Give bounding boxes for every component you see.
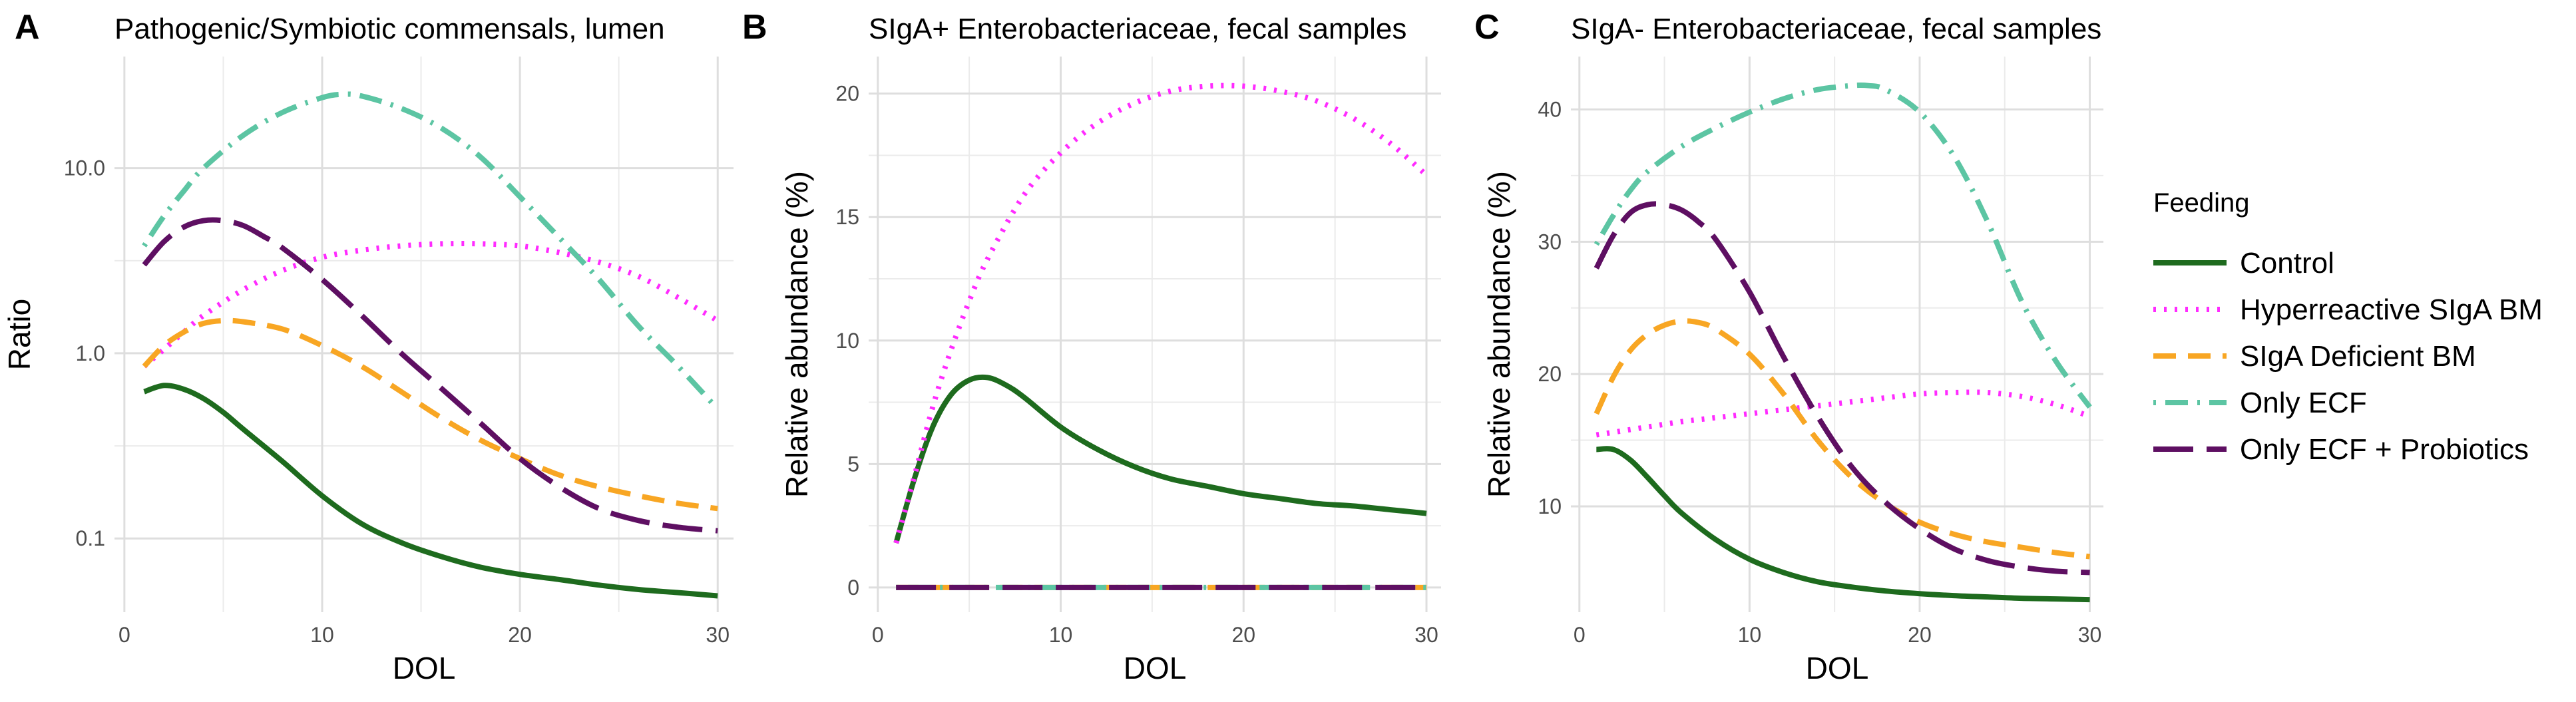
x-axis-title: DOL <box>1806 651 1869 685</box>
panel-letter: A <box>15 8 40 47</box>
x-tick-label: 0 <box>872 623 884 647</box>
series-line <box>142 217 718 534</box>
x-axis-title: DOL <box>393 651 456 685</box>
legend-label: SIgA Deficient BM <box>2240 340 2476 373</box>
y-tick-label: 15 <box>835 205 859 229</box>
panel-c: C SIgA- Enterobacteriaceae, fecal samples… <box>1474 8 2103 685</box>
y-tick-label: 30 <box>1538 230 1562 254</box>
x-tick-label: 30 <box>2078 623 2102 647</box>
series-line <box>142 317 718 512</box>
series-line <box>1596 446 2090 603</box>
y-tick-label: 0.1 <box>76 526 105 550</box>
panel-title: SIgA- Enterobacteriaceae, fecal samples <box>1571 13 2101 45</box>
series-line <box>1596 389 2091 438</box>
panel-b: B SIgA+ Enterobacteriaceae, fecal samples… <box>742 8 1441 685</box>
y-axis-title: Relative abundance (%) <box>1482 171 1516 498</box>
series-line <box>142 91 720 411</box>
y-tick-label: 20 <box>1538 362 1562 386</box>
legend-label: Hyperreactive SIgA BM <box>2240 293 2543 326</box>
x-axis-title: DOL <box>1124 651 1187 685</box>
series-line <box>142 241 720 369</box>
panel-a: A Pathogenic/Symbiotic commensals, lumen 0… <box>2 8 734 685</box>
y-tick-label: 10 <box>835 329 859 353</box>
panel-letter: B <box>742 8 767 47</box>
legend-title: Feeding <box>2153 188 2250 218</box>
x-tick-label: 10 <box>1738 623 1762 647</box>
x-tick-label: 0 <box>1574 623 1586 647</box>
y-tick-label: 40 <box>1538 98 1562 122</box>
series-line <box>1594 82 2092 409</box>
y-axis-title: Ratio <box>2 299 37 370</box>
panel-title: Pathogenic/Symbiotic commensals, lumen <box>114 13 665 45</box>
y-tick-label: 10.0 <box>64 156 105 180</box>
y-tick-label: 1.0 <box>76 341 105 365</box>
legend-label: Control <box>2240 247 2334 279</box>
series-line <box>1594 201 2090 576</box>
legend: Feeding Control Hyperreactive SIgA BM SIgA … <box>2153 188 2543 466</box>
y-tick-label: 5 <box>847 452 859 476</box>
x-tick-label: 20 <box>508 623 532 647</box>
x-tick-label: 20 <box>1231 623 1255 647</box>
series-line <box>893 83 1428 544</box>
x-tick-label: 10 <box>310 623 334 647</box>
x-tick-label: 10 <box>1049 623 1073 647</box>
series-line <box>893 374 1427 544</box>
y-tick-label: 0 <box>847 576 859 600</box>
x-tick-label: 30 <box>706 623 730 647</box>
y-axis-title: Relative abundance (%) <box>779 171 814 498</box>
x-tick-label: 0 <box>118 623 130 647</box>
y-tick-label: 20 <box>835 82 859 106</box>
y-tick-label: 10 <box>1538 494 1562 518</box>
legend-label: Only ECF <box>2240 387 2367 419</box>
series-line <box>1594 318 2091 560</box>
legend-label: Only ECF + Probiotics <box>2240 433 2529 466</box>
series-line <box>143 383 718 599</box>
panel-letter: C <box>1474 8 1500 47</box>
x-tick-label: 30 <box>1414 623 1438 647</box>
panel-title: SIgA+ Enterobacteriaceae, fecal samples <box>869 13 1406 45</box>
x-tick-label: 20 <box>1908 623 1932 647</box>
